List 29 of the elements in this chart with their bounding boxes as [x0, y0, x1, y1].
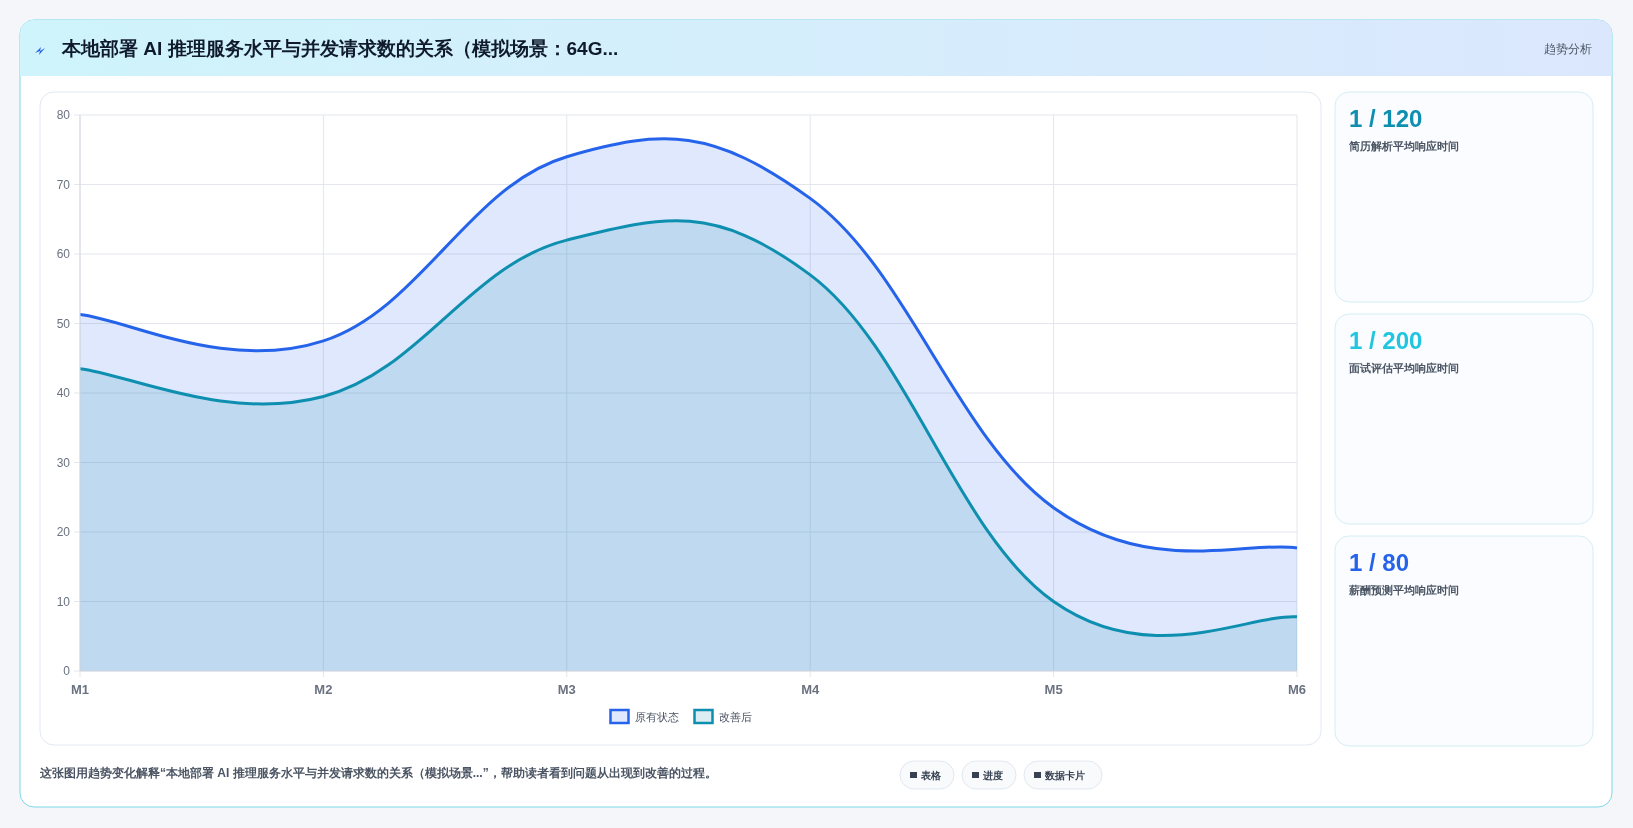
text: 薪酬预测平均响应时间: [1348, 584, 1459, 596]
chart-title: 本地部署 AI 推理服务水平与并发请求数的关系（模拟场景：64G...: [61, 38, 619, 59]
y-tick-label: 0: [63, 664, 71, 678]
text: 1 / 200: [1349, 327, 1423, 354]
x-tick-label: M5: [1044, 682, 1063, 697]
x-tick-label: M2: [314, 682, 333, 697]
y-tick-label: 20: [56, 525, 71, 539]
y-tick-label: 40: [56, 386, 71, 400]
x-tick-label: M1: [70, 682, 90, 697]
text: 1 / 120: [1349, 105, 1423, 132]
x-tick-label: M6: [1287, 682, 1307, 697]
y-tick-label: 50: [56, 316, 71, 331]
y-tick-label: 70: [56, 177, 71, 192]
text: 表格: [920, 770, 942, 781]
text: 1 / 80: [1349, 549, 1410, 576]
text: 趋势分析: [1544, 42, 1592, 56]
y-tick-label: 80: [56, 108, 71, 122]
text: 简历解析平均响应时间: [1348, 140, 1459, 152]
text: 这张图用趋势变化解释“本地部署 AI 推理服务水平与并发请求数的关系（模拟场景...”，帮助读者看到问题从出现到改善的过程。: [39, 766, 717, 780]
legend-label: 原有状态: [634, 711, 679, 723]
x-tick-label: M4: [801, 682, 820, 697]
legend-label: 改善后: [718, 711, 752, 723]
x-tick-label: M3: [557, 682, 576, 697]
text: 进度: [982, 770, 1003, 781]
y-tick-label: 30: [56, 455, 71, 470]
y-tick-label: 60: [56, 247, 71, 261]
text: 面试评估平均响应时间: [1348, 362, 1459, 374]
text: 数据卡片: [1044, 770, 1085, 781]
y-tick-label: 10: [56, 594, 71, 609]
